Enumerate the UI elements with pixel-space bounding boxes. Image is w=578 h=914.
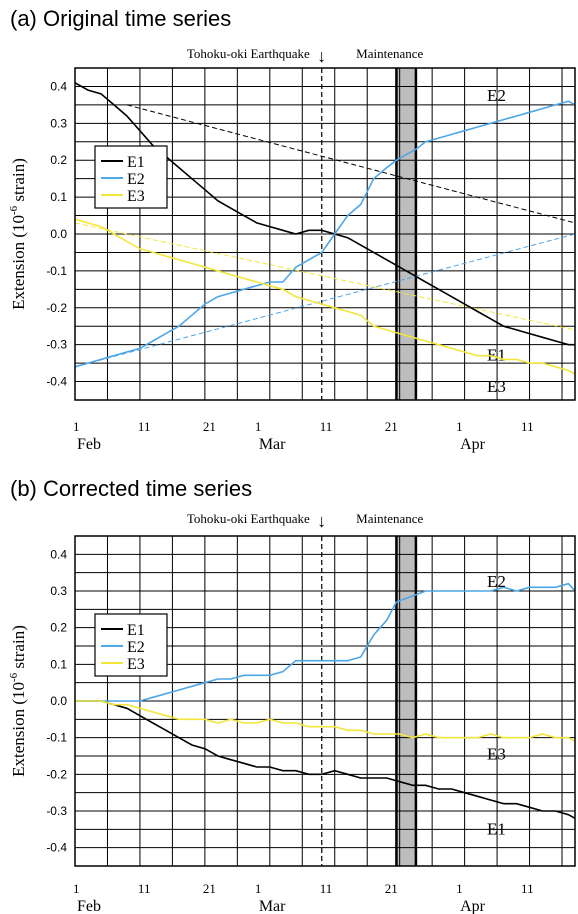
- y-tick-label: 0.2: [50, 621, 67, 635]
- y-tick-label: 0.3: [50, 116, 67, 130]
- y-tick-label: 0.4: [50, 547, 67, 561]
- trend-line-e1: [126, 104, 576, 224]
- earthquake-arrow: ↓: [317, 46, 326, 66]
- y-tick-label: -0.3: [46, 804, 67, 818]
- earthquake-label: Tohoku-oki Earthquake: [187, 511, 310, 526]
- chart-title: (b) Corrected time series: [10, 476, 252, 501]
- x-tick-label: 21: [385, 419, 398, 434]
- series-line-e2: [75, 582, 576, 702]
- x-tick-label: 1: [255, 419, 262, 434]
- series-line-e2: [74, 100, 576, 368]
- x-tick-label: 21: [203, 881, 216, 896]
- series-label-e2: E2: [487, 572, 506, 591]
- legend-label-e2: E2: [127, 639, 145, 656]
- plot-frame: [74, 535, 576, 867]
- x-tick-label: 21: [203, 419, 216, 434]
- x-tick-label: 1: [73, 419, 80, 434]
- y-tick-label: 0.1: [50, 657, 67, 671]
- x-tick-label: 11: [320, 419, 333, 434]
- month-label: Mar: [259, 436, 286, 453]
- month-label: Feb: [77, 436, 101, 453]
- y-tick-label: -0.3: [46, 338, 67, 352]
- x-tick-label: 11: [521, 881, 534, 896]
- month-label: Mar: [259, 898, 286, 914]
- y-tick-label: -0.2: [46, 301, 67, 315]
- legend-label-e1: E1: [127, 622, 145, 639]
- y-tick-label: 0.2: [50, 153, 67, 167]
- y-tick-label: 0.3: [50, 584, 67, 598]
- x-tick-label: 1: [73, 881, 80, 896]
- series-label-e1: E1: [487, 346, 506, 365]
- x-tick-label: 11: [138, 419, 151, 434]
- y-tick-label: -0.4: [46, 841, 67, 855]
- x-tick-label: 1: [255, 881, 262, 896]
- month-label: Feb: [77, 898, 101, 914]
- trend-line-e3: [74, 222, 576, 331]
- series-line-e1: [75, 700, 576, 819]
- series-line-e3: [74, 218, 576, 375]
- x-tick-label: 11: [320, 881, 333, 896]
- series-label-e3: E3: [487, 377, 506, 396]
- chart-title: (a) Original time series: [10, 6, 231, 31]
- y-axis-label: Extension (10-6 strain): [8, 158, 28, 310]
- plot-frame: [74, 67, 576, 401]
- earthquake-label: Tohoku-oki Earthquake: [187, 46, 310, 61]
- y-tick-label: -0.2: [46, 767, 67, 781]
- y-tick-label: -0.1: [46, 731, 67, 745]
- y-tick-label: 0.0: [50, 694, 67, 708]
- x-tick-label: 11: [521, 419, 534, 434]
- legend-label-e2: E2: [127, 171, 145, 188]
- x-tick-label: 1: [456, 881, 463, 896]
- legend-label-e1: E1: [127, 154, 145, 171]
- month-label: Apr: [460, 436, 486, 453]
- legend-label-e3: E3: [127, 188, 145, 205]
- y-tick-label: 0.4: [50, 79, 67, 93]
- x-tick-label: 1: [456, 419, 463, 434]
- x-tick-label: 11: [138, 881, 151, 896]
- maintenance-label: Maintenance: [356, 511, 423, 526]
- y-tick-label: -0.1: [46, 264, 67, 278]
- series-label-e1: E1: [487, 819, 506, 838]
- chart-panel-a: (a) Original time series Maintenance Tohok…: [8, 6, 576, 453]
- trend-line-e2: [74, 233, 576, 368]
- x-tick-label: 21: [385, 881, 398, 896]
- y-tick-label: 0.1: [50, 190, 67, 204]
- earthquake-arrow: ↓: [317, 511, 326, 531]
- y-axis-label: Extension (10-6 strain): [8, 625, 28, 777]
- series-label-e3: E3: [487, 744, 506, 763]
- y-tick-label: 0.0: [50, 227, 67, 241]
- y-tick-label: -0.4: [46, 375, 67, 389]
- maintenance-label: Maintenance: [356, 46, 423, 61]
- month-label: Apr: [460, 898, 486, 914]
- chart-panel-b: (b) Corrected time series Maintenance Toho…: [8, 476, 576, 914]
- series-line-e3: [75, 700, 576, 742]
- legend-label-e3: E3: [127, 656, 145, 673]
- series-label-e2: E2: [487, 86, 506, 105]
